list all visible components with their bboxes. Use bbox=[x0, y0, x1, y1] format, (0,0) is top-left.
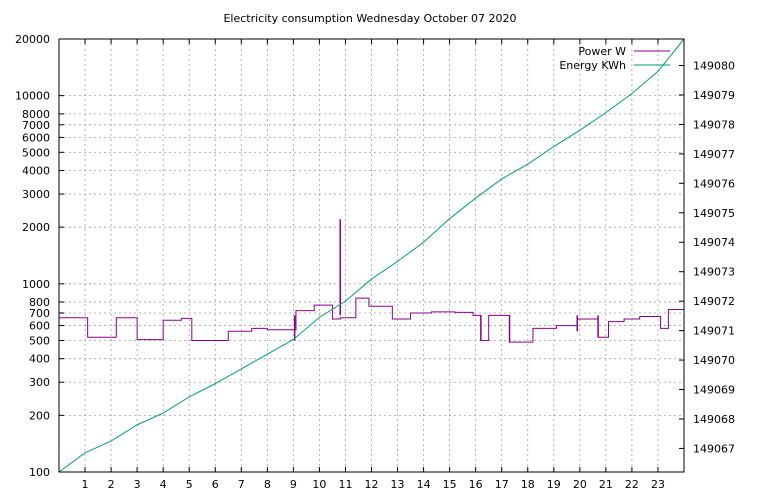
series-layer bbox=[58, 38, 685, 473]
y-right-tick-label: 149072 bbox=[693, 295, 735, 308]
y-left-tick-label: 6000 bbox=[22, 131, 50, 144]
x-tick-label: 20 bbox=[573, 478, 587, 491]
y-left-tick-label: 8000 bbox=[22, 108, 50, 121]
chart-title: Electricity consumption Wednesday Octobe… bbox=[223, 12, 516, 25]
axes: 1 2 3 4 5 6 7 8 9 10 11 12 13 14 15 16 17 18 19 20 21 22 23100… bbox=[15, 33, 735, 491]
x-tick-label: 4 bbox=[160, 478, 167, 491]
y-left-tick-label: 200 bbox=[29, 409, 50, 422]
y-right-tick-label: 149068 bbox=[693, 413, 735, 426]
legend-power-label: Power W bbox=[578, 45, 626, 58]
y-left-tick-label: 700 bbox=[29, 307, 50, 320]
x-tick-label: 3 bbox=[134, 478, 141, 491]
y-right-tick-label: 149080 bbox=[693, 60, 735, 73]
y-left-tick-label: 100 bbox=[29, 466, 50, 479]
x-tick-label: 23 bbox=[651, 478, 665, 491]
y-left-tick-label: 800 bbox=[29, 296, 50, 309]
x-tick-label: 17 bbox=[495, 478, 509, 491]
x-tick-label: 16 bbox=[469, 478, 483, 491]
grid bbox=[59, 39, 684, 472]
y-left-tick-label: 5000 bbox=[22, 146, 50, 159]
y-left-tick-label: 600 bbox=[29, 320, 50, 333]
x-tick-label: 11 bbox=[338, 478, 352, 491]
x-tick-label: 2 bbox=[108, 478, 115, 491]
y-right-tick-label: 149075 bbox=[693, 207, 735, 220]
y-right-tick-label: 149070 bbox=[693, 354, 735, 367]
series-energy-line bbox=[58, 38, 685, 473]
y-right-tick-label: 149071 bbox=[693, 325, 735, 338]
x-tick-label: 1 bbox=[82, 478, 89, 491]
y-left-tick-label: 2000 bbox=[22, 221, 50, 234]
x-tick-label: 5 bbox=[186, 478, 193, 491]
x-tick-label: 8 bbox=[264, 478, 271, 491]
y-left-tick-label: 300 bbox=[29, 376, 50, 389]
y-right-tick-label: 149069 bbox=[693, 384, 735, 397]
y-right-tick-label: 149073 bbox=[693, 266, 735, 279]
x-tick-label: 21 bbox=[599, 478, 613, 491]
x-tick-label: 6 bbox=[212, 478, 219, 491]
y-right-tick-label: 149077 bbox=[693, 148, 735, 161]
y-left-tick-label: 1000 bbox=[22, 278, 50, 291]
legend: Power W Energy KWh bbox=[559, 45, 670, 72]
y-left-tick-label: 10000 bbox=[15, 90, 50, 103]
x-tick-label: 18 bbox=[521, 478, 535, 491]
x-tick-label: 12 bbox=[365, 478, 379, 491]
x-tick-label: 15 bbox=[443, 478, 457, 491]
y-right-tick-label: 149079 bbox=[693, 89, 735, 102]
x-tick-label: 9 bbox=[290, 478, 297, 491]
y-right-tick-label: 149078 bbox=[693, 118, 735, 131]
y-right-tick-label: 149067 bbox=[693, 442, 735, 455]
y-left-tick-label: 7000 bbox=[22, 119, 50, 132]
x-tick-label: 13 bbox=[391, 478, 405, 491]
y-left-tick-label: 500 bbox=[29, 334, 50, 347]
y-left-tick-label: 3000 bbox=[22, 188, 50, 201]
y-left-tick-label: 400 bbox=[29, 353, 50, 366]
x-tick-label: 22 bbox=[625, 478, 639, 491]
y-right-tick-label: 149074 bbox=[693, 236, 735, 249]
x-tick-label: 10 bbox=[312, 478, 326, 491]
series-power-line bbox=[59, 297, 685, 343]
x-tick-label: 7 bbox=[238, 478, 245, 491]
x-tick-label: 19 bbox=[547, 478, 561, 491]
y-left-tick-label: 20000 bbox=[15, 33, 50, 46]
y-left-tick-label: 4000 bbox=[22, 165, 50, 178]
y-right-tick-label: 149076 bbox=[693, 177, 735, 190]
legend-energy-label: Energy KWh bbox=[559, 59, 626, 72]
x-tick-label: 14 bbox=[417, 478, 431, 491]
